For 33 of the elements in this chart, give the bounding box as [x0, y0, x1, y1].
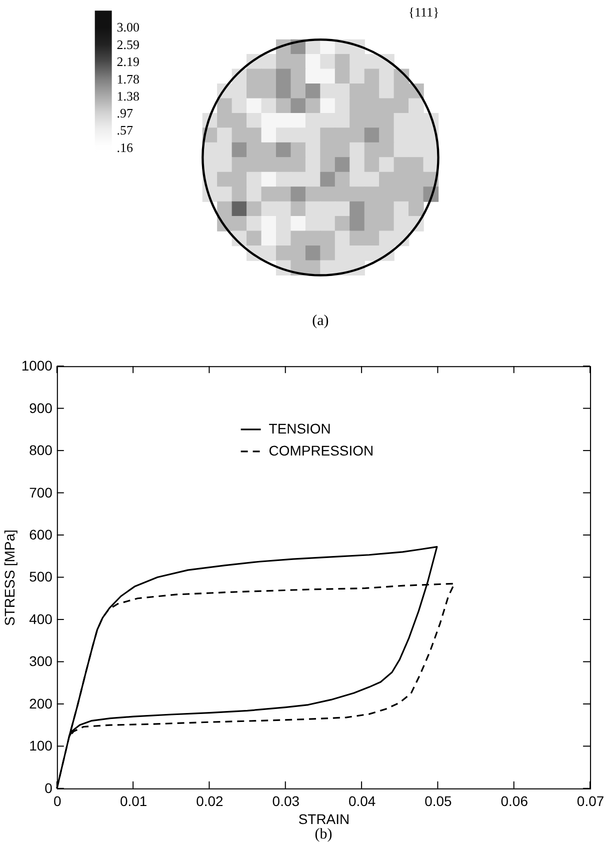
x-tick-label: 0.03 [272, 792, 300, 809]
y-tick-label: 800 [29, 442, 53, 458]
x-tick-label: 0.06 [500, 792, 528, 809]
y-tick-label: 300 [29, 653, 53, 670]
y-tick-label: 1000 [21, 358, 53, 374]
chart-title: {111} [408, 4, 440, 20]
x-tick-label: 0.07 [576, 792, 604, 809]
y-tick-label: 400 [29, 610, 53, 627]
color-bar-label: 2.19 [116, 54, 140, 69]
legend-label: TENSION [268, 420, 331, 436]
color-bar-label: .97 [116, 106, 134, 121]
color-bar-label: 1.38 [116, 88, 140, 104]
x-axis-title: STRAIN [298, 810, 350, 827]
x-tick-label: 0.01 [120, 792, 148, 809]
text: (b) [314, 826, 332, 842]
legend-label: COMPRESSION [268, 442, 374, 458]
y-tick-label: 100 [29, 738, 53, 754]
color-bar-label: 2.59 [116, 36, 140, 52]
color-bar-label: 3.00 [116, 20, 140, 35]
color-bar-label: .16 [116, 140, 134, 155]
x-tick-label: 0.04 [348, 792, 376, 809]
color-bar-label: .57 [116, 122, 134, 138]
y-tick-label: 200 [29, 695, 53, 712]
y-tick-label: 900 [29, 400, 53, 416]
y-tick-label: 500 [29, 568, 53, 585]
color-bar-label: 1.78 [116, 71, 140, 86]
y-axis-title: STRESS [MPa] [1, 530, 18, 626]
y-tick-label: 600 [29, 526, 53, 543]
text: (a) [312, 313, 329, 330]
x-tick-label: 0.02 [196, 792, 224, 809]
y-tick-label: 0 [44, 780, 53, 796]
x-tick-label: 0.05 [424, 792, 452, 809]
y-tick-label: 700 [29, 484, 53, 500]
